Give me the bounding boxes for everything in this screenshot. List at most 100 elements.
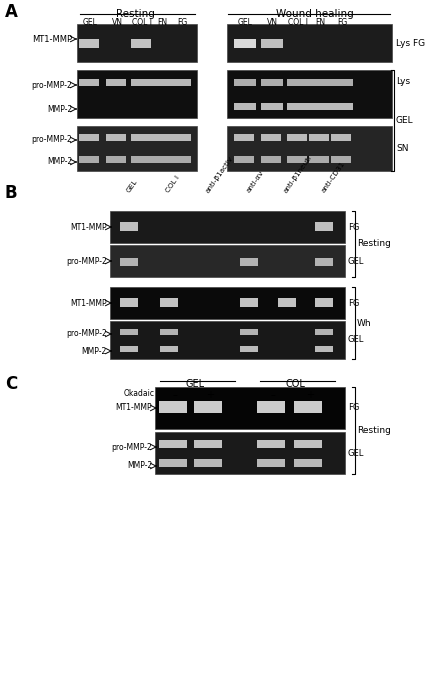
Bar	[160, 346, 178, 352]
Text: COL I: COL I	[132, 18, 152, 27]
Bar	[257, 440, 285, 448]
Text: FG: FG	[348, 404, 359, 413]
Bar	[120, 258, 138, 266]
Bar	[309, 79, 331, 86]
Bar	[160, 298, 178, 307]
Text: COL I: COL I	[165, 175, 181, 194]
Text: COL: COL	[285, 379, 305, 389]
Bar	[257, 459, 285, 467]
Bar	[120, 346, 138, 352]
Text: FN: FN	[157, 18, 167, 27]
Bar	[287, 79, 309, 86]
Text: FG: FG	[348, 298, 359, 307]
Text: GEL: GEL	[83, 18, 98, 27]
Bar	[106, 79, 126, 86]
Bar	[79, 156, 99, 163]
Bar	[79, 79, 99, 86]
Text: +: +	[206, 390, 214, 400]
Bar	[79, 134, 99, 141]
Text: –: –	[270, 390, 276, 400]
Bar	[234, 79, 256, 86]
Text: B: B	[5, 184, 18, 202]
Text: FG: FG	[337, 18, 347, 27]
Text: FG: FG	[177, 18, 187, 27]
Bar	[120, 329, 138, 335]
Bar	[309, 134, 329, 141]
Bar	[131, 39, 151, 48]
Bar	[227, 24, 392, 62]
Bar	[278, 298, 296, 307]
Bar	[110, 211, 345, 243]
Bar	[309, 156, 329, 163]
Text: Resting: Resting	[357, 240, 391, 249]
Bar	[155, 387, 345, 429]
Bar	[79, 39, 99, 48]
Bar	[131, 156, 151, 163]
Text: SN: SN	[396, 144, 409, 153]
Bar	[131, 79, 151, 86]
Bar	[77, 126, 197, 171]
Text: Resting: Resting	[116, 9, 154, 19]
Bar	[257, 401, 285, 413]
Text: GEL: GEL	[125, 179, 138, 194]
Bar	[294, 459, 322, 467]
Bar	[287, 156, 307, 163]
Text: MMP-2: MMP-2	[47, 105, 72, 114]
Bar	[159, 459, 187, 467]
Bar	[110, 321, 345, 359]
Bar	[159, 401, 187, 413]
Bar	[171, 156, 191, 163]
Bar	[315, 346, 333, 352]
Bar	[171, 79, 191, 86]
Bar	[261, 103, 283, 110]
Bar	[287, 134, 307, 141]
Text: –: –	[172, 390, 178, 400]
Bar	[155, 432, 345, 474]
Bar	[151, 134, 171, 141]
Bar	[261, 134, 281, 141]
Bar	[159, 440, 187, 448]
Bar	[315, 222, 333, 231]
Bar	[294, 440, 322, 448]
Bar	[315, 258, 333, 266]
Bar	[234, 156, 254, 163]
Bar	[120, 298, 138, 307]
Text: MMP-2: MMP-2	[127, 461, 152, 470]
Bar	[227, 126, 392, 171]
Text: +: +	[306, 390, 314, 400]
Bar	[110, 245, 345, 277]
Bar	[261, 156, 281, 163]
Bar	[234, 134, 254, 141]
Bar	[151, 156, 171, 163]
Bar	[194, 440, 222, 448]
Text: COL I: COL I	[288, 18, 308, 27]
Text: anti-β1neutr: anti-β1neutr	[283, 153, 314, 194]
Bar	[294, 401, 322, 413]
Text: Okadaic: Okadaic	[124, 389, 155, 398]
Text: pro-MMP-2: pro-MMP-2	[66, 330, 107, 339]
Bar	[240, 329, 258, 335]
Text: Lys FG: Lys FG	[396, 38, 425, 47]
Bar	[261, 39, 283, 48]
Text: pro-MMP-2: pro-MMP-2	[66, 256, 107, 266]
Text: anti-CD31: anti-CD31	[320, 161, 346, 194]
Bar	[194, 401, 222, 413]
Text: GEL: GEL	[348, 335, 364, 344]
Text: pro-MMP-2: pro-MMP-2	[31, 80, 72, 89]
Bar	[77, 24, 197, 62]
Text: MMP-2: MMP-2	[82, 346, 107, 355]
Text: Lys: Lys	[396, 77, 410, 86]
Text: MT1-MMP: MT1-MMP	[70, 298, 107, 307]
Bar	[234, 39, 256, 48]
Text: C: C	[5, 375, 17, 393]
Bar	[106, 134, 126, 141]
Text: pro-MMP-2: pro-MMP-2	[31, 135, 72, 144]
Text: FN: FN	[315, 18, 325, 27]
Text: GEL: GEL	[348, 448, 364, 457]
Bar	[151, 79, 171, 86]
Bar	[131, 134, 151, 141]
Bar	[171, 134, 191, 141]
Bar	[331, 79, 353, 86]
Bar	[315, 298, 333, 307]
Text: FG: FG	[348, 222, 359, 231]
